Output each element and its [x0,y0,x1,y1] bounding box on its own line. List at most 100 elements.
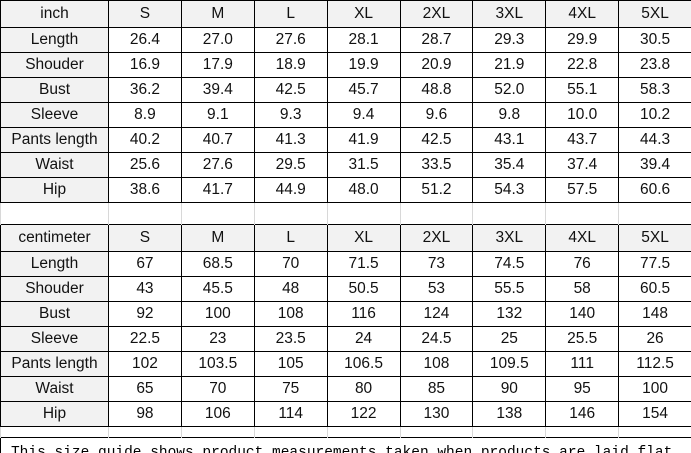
cell-pants-length-4xl: 43.7 [545,127,620,153]
cell-bust-5xl: 148 [618,301,691,327]
cell-shouder-s: 43 [108,276,182,302]
row-label-pants-length: Pants length [0,127,109,153]
cell-bust-l: 42.5 [253,77,328,103]
cell-sleeve-4xl: 10.0 [545,102,620,128]
cell-sleeve-l: 9.3 [253,102,328,128]
spacer-cell [618,202,691,225]
cell-hip-4xl: 57.5 [545,177,620,203]
cell-shouder-5xl: 60.5 [618,276,691,302]
cell-shouder-3xl: 21.9 [472,52,547,78]
row-label-hip: Hip [0,177,109,203]
cell-pants-length-4xl: 111 [545,351,620,377]
cell-waist-5xl: 39.4 [618,152,691,178]
spacer-cell [326,202,401,225]
row-label-waist: Waist [0,152,109,178]
cell-length-s: 26.4 [108,27,182,53]
cell-shouder-5xl: 23.8 [618,52,691,78]
cell-shouder-m: 17.9 [180,52,255,78]
cell-shouder-m: 45.5 [180,276,255,302]
cell-shouder-xl: 50.5 [326,276,401,302]
cell-shouder-4xl: 22.8 [545,52,620,78]
row-label-length: Length [0,27,109,53]
table-row: Bust 92 100 108 116 124 132 140 148 [0,301,691,327]
cell-sleeve-3xl: 9.8 [472,102,547,128]
row-label-bust: Bust [0,77,109,103]
table-row: Hip 98 106 114 122 130 138 146 154 [0,401,691,427]
cell-hip-5xl: 60.6 [618,177,691,203]
cell-waist-3xl: 35.4 [472,152,547,178]
cell-sleeve-s: 8.9 [108,102,182,128]
size-header-s: S [108,224,182,252]
table-header-row: centimeter S M L XL 2XL 3XL 4XL 5XL [0,224,691,252]
cell-pants-length-5xl: 44.3 [618,127,691,153]
footer-note-line1: This size guide shows product measuremen… [10,445,681,453]
cell-length-l: 70 [253,251,328,277]
row-label-hip: Hip [0,401,109,427]
cell-shouder-s: 16.9 [108,52,182,78]
cell-shouder-xl: 19.9 [326,52,401,78]
cell-pants-length-2xl: 42.5 [399,127,474,153]
cell-hip-s: 38.6 [108,177,182,203]
spacer-cell [108,426,182,438]
cell-shouder-l: 18.9 [253,52,328,78]
table-spacer-row [0,202,691,225]
cell-hip-m: 106 [180,401,255,427]
spacer-cell [545,202,620,225]
cell-shouder-l: 48 [253,276,328,302]
table-row: Bust 36.2 39.4 42.5 45.7 48.8 52.0 55.1 58.3 [0,77,691,103]
cell-sleeve-s: 22.5 [108,326,182,352]
cell-length-xl: 28.1 [326,27,401,53]
spacer-cell [472,202,547,225]
cell-shouder-2xl: 20.9 [399,52,474,78]
unit-label-inch: inch [0,0,109,28]
cell-pants-length-3xl: 109.5 [472,351,547,377]
cell-sleeve-xl: 24 [326,326,401,352]
spacer-cell [253,426,328,438]
cell-waist-s: 65 [108,376,182,402]
table-row: Waist 25.6 27.6 29.5 31.5 33.5 35.4 37.4 39.4 [0,152,691,178]
cell-pants-length-2xl: 108 [399,351,474,377]
table-row: Sleeve 22.5 23 23.5 24 24.5 25 25.5 26 [0,326,691,352]
size-header-m: M [180,224,255,252]
size-header-2xl: 2XL [399,224,474,252]
row-label-sleeve: Sleeve [0,102,109,128]
spacer-cell [0,426,109,438]
cell-bust-4xl: 55.1 [545,77,620,103]
cell-length-l: 27.6 [253,27,328,53]
cell-bust-2xl: 124 [399,301,474,327]
cell-hip-5xl: 154 [618,401,691,427]
size-header-4xl: 4XL [545,224,620,252]
cell-waist-xl: 31.5 [326,152,401,178]
table-row: Pants length 40.2 40.7 41.3 41.9 42.5 43.1 43.7… [0,127,691,153]
cell-hip-2xl: 130 [399,401,474,427]
table-row: Length 26.4 27.0 27.6 28.1 28.7 29.3 29.9 30.5 [0,27,691,53]
cell-hip-2xl: 51.2 [399,177,474,203]
cell-waist-4xl: 95 [545,376,620,402]
spacer-cell [472,426,547,438]
cell-waist-2xl: 85 [399,376,474,402]
cell-hip-xl: 122 [326,401,401,427]
row-label-waist: Waist [0,376,109,402]
spacer-cell [0,202,109,225]
spacer-cell [618,426,691,438]
cell-shouder-3xl: 55.5 [472,276,547,302]
size-header-xl: XL [326,224,401,252]
cell-waist-m: 70 [180,376,255,402]
cell-shouder-4xl: 58 [545,276,620,302]
size-header-3xl: 3XL [472,224,547,252]
table-row: Pants length 102 103.5 105 106.5 108 109.5 111 1… [0,351,691,377]
spacer-cell [180,426,255,438]
cell-bust-xl: 45.7 [326,77,401,103]
cell-bust-3xl: 52.0 [472,77,547,103]
spacer-cell [326,426,401,438]
cell-pants-length-xl: 41.9 [326,127,401,153]
footer-note: This size guide shows product measuremen… [0,436,691,453]
cell-bust-m: 39.4 [180,77,255,103]
cell-sleeve-m: 23 [180,326,255,352]
cell-length-2xl: 73 [399,251,474,277]
cell-hip-l: 44.9 [253,177,328,203]
spacer-cell [108,202,182,225]
size-header-3xl: 3XL [472,0,547,28]
cell-pants-length-s: 102 [108,351,182,377]
